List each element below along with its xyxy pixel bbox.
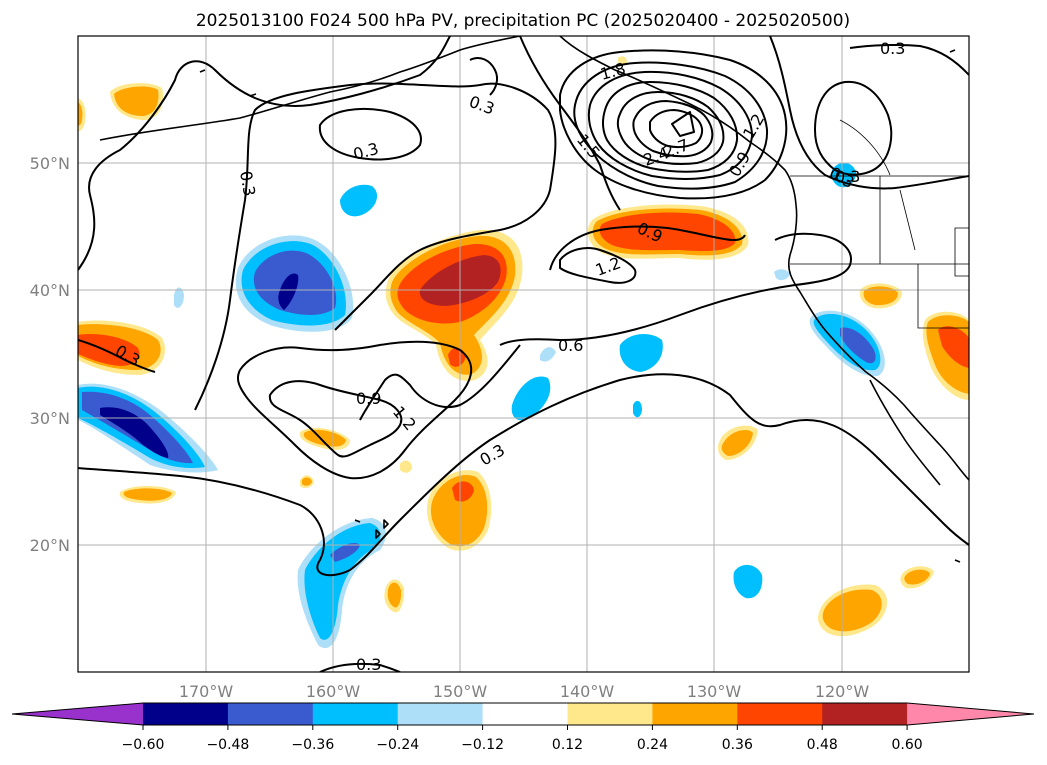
precip-negative-region [540,347,556,362]
contour-label: 0.6 [558,336,583,355]
longitude-tick: 150°W [433,682,488,701]
precip-negative-region [174,287,184,308]
precip-positive-region [904,569,930,585]
colorbar-segment [482,703,568,725]
colorbar-tick-label: 0.24 [637,737,668,753]
map-panel: 0.3 0.3 0.3 0.3 0.3 0.3 0.3 0.3 0.6 0.9 … [77,35,970,674]
precip-positive-region [387,582,402,608]
precip-positive-region [400,460,412,473]
colorbar-tick-label: −0.48 [206,737,249,753]
colorbar-segment [397,703,484,725]
colorbar-tick-label: −0.36 [291,737,334,753]
colorbar-extend-high [907,703,1034,725]
longitude-tick: 120°W [815,682,870,701]
contour-label: 0.3 [835,167,860,186]
contour-label: 0.9 [356,389,381,408]
colorbar-tick-label: 0.48 [807,737,838,753]
colorbar-segment [312,703,399,725]
precip-positive-region [114,86,159,116]
precip-negative-region [330,543,360,562]
precip-negative-region [633,400,642,418]
colorbar-segment [652,703,738,725]
colorbar-tick-label: 0.60 [892,737,923,753]
longitude-tick: 130°W [687,682,742,701]
colorbar-segment [227,703,314,725]
latitude-tick: 20°N [30,536,70,555]
precip-negative-region [619,333,663,372]
colorbar-tick-label: 0.36 [722,737,753,753]
precip-negative-region [733,564,763,599]
map-frame [77,35,970,673]
precip-negative-region [840,327,876,364]
precip-positive-region [303,429,346,447]
precip-positive-region [863,286,898,306]
colorbar-segment [567,703,653,725]
precip-positive-region [78,334,140,366]
colorbar-tick-label: −0.24 [376,737,419,753]
precip-positive-region [452,481,474,502]
map-background [78,36,969,672]
gridlines [78,36,969,672]
pv-contours [78,36,969,672]
latitude-tick-labels: 50°N 40°N 30°N 20°N [30,154,70,555]
colorbar-extend-low [12,703,143,725]
colorbar-tick-label: 0.12 [552,737,583,753]
precip-negative-region [278,273,299,310]
precip-negative-region [774,269,790,281]
precip-negative-region [511,376,551,421]
colorbar: −0.60 −0.48 −0.36 −0.24 −0.12 0.12 0.24 0.36 0.4… [11,702,1035,753]
contour-label: 0.3 [356,655,381,674]
colorbar-tick-label: −0.12 [461,737,504,753]
precip-shading [78,56,969,649]
contour-label: 0.3 [880,39,905,58]
colorbar-segment [737,703,823,725]
precip-positive-region [938,326,969,368]
precip-positive-region [302,477,312,486]
precip-positive-region [78,102,83,126]
figure-title: 2025013100 F024 500 hPa PV, precipitatio… [196,11,850,31]
colorbar-tick-label: −0.60 [122,737,165,753]
precip-positive-region [822,589,882,632]
precip-positive-region [721,430,753,456]
latitude-tick: 40°N [30,281,70,300]
colorbar-segment [822,703,908,725]
longitude-tick: 140°W [560,682,615,701]
precip-positive-region [599,212,736,252]
precip-positive-region [430,474,488,547]
precip-positive-region [618,56,627,65]
latitude-tick: 30°N [30,409,70,428]
latitude-tick: 50°N [30,154,70,173]
contour-label: 0.3 [236,169,259,197]
colorbar-segment [143,703,229,725]
longitude-tick: 170°W [179,682,234,701]
coastlines [99,36,969,563]
precip-positive-region [123,488,172,501]
precip-negative-region [100,407,169,458]
longitude-tick-labels: 170°W 160°W 150°W 140°W 130°W 120°W [179,682,870,701]
precip-negative-region [340,184,378,217]
longitude-tick: 160°W [306,682,361,701]
